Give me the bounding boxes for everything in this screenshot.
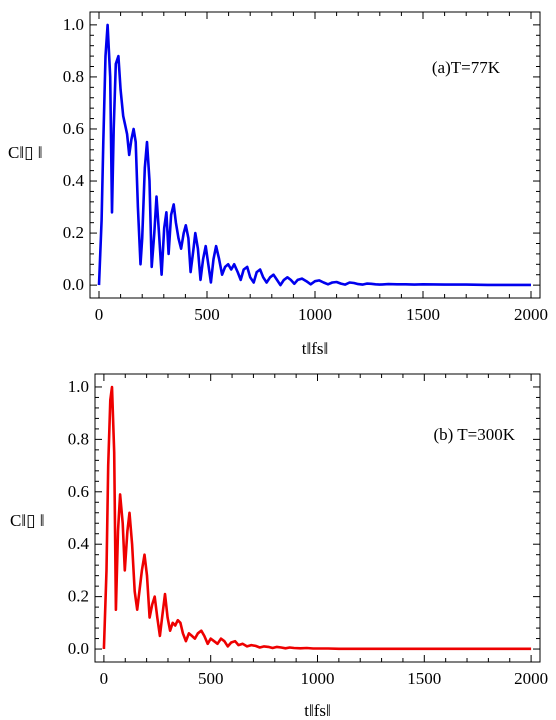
y-tick-label: 0.8	[68, 429, 89, 448]
y-tick-label: 0.8	[63, 67, 84, 86]
plot-frame	[89, 11, 541, 299]
y-tick-label: 0.4	[63, 171, 85, 190]
y-tick-label: 0.0	[63, 275, 84, 294]
x-axis-label: t‖fs‖	[302, 339, 329, 358]
chart-panel-b: 0 500 1000 1500 2000 0.0 0.2 0.4 0.6 0.8 1.0 (b) T=…	[0, 360, 556, 720]
y-tick-label: 0.4	[68, 534, 90, 553]
panel-annotation: (b) T=300K	[433, 425, 515, 444]
y-axis-label: C‖▯ ‖	[10, 511, 45, 530]
series-line	[102, 385, 532, 651]
y-tick-label: 1.0	[63, 15, 84, 34]
y-tick-label: 0.2	[63, 223, 84, 242]
chart-b-svg: 0 500 1000 1500 2000 0.0 0.2 0.4 0.6 0.8 1.0 (b) T=…	[10, 373, 548, 720]
x-tick-label: 1000	[301, 669, 335, 688]
chart-a-svg: 0 500 1000 1500 2000 0.0 0.2 0.4 0.6 0.8 1.0 (a)T=7…	[8, 11, 548, 358]
x-tick-label: 1500	[407, 669, 441, 688]
x-tick-label: 500	[198, 669, 224, 688]
y-axis-label: C‖▯ ‖	[8, 143, 43, 162]
y-tick-label: 0.0	[68, 639, 89, 658]
x-tick-label: 1000	[298, 305, 332, 324]
y-tick-label: 1.0	[68, 377, 89, 396]
x-tick-label: 2000	[514, 305, 548, 324]
x-tick-label: 500	[194, 305, 220, 324]
x-axis-label: t‖fs‖	[304, 701, 331, 720]
y-tick-label: 0.6	[63, 119, 84, 138]
panel-annotation: (a)T=77K	[432, 58, 501, 77]
x-tick-label: 1500	[406, 305, 440, 324]
y-tick-label: 0.6	[68, 482, 89, 501]
x-tick-label: 2000	[514, 669, 548, 688]
series-line	[97, 23, 531, 287]
x-tick-label: 0	[100, 669, 109, 688]
y-tick-label: 0.2	[68, 587, 89, 606]
chart-panel-a: 0 500 1000 1500 2000 0.0 0.2 0.4 0.6 0.8 1.0 (a)T=7…	[8, 11, 548, 358]
x-tick-label: 0	[95, 305, 104, 324]
